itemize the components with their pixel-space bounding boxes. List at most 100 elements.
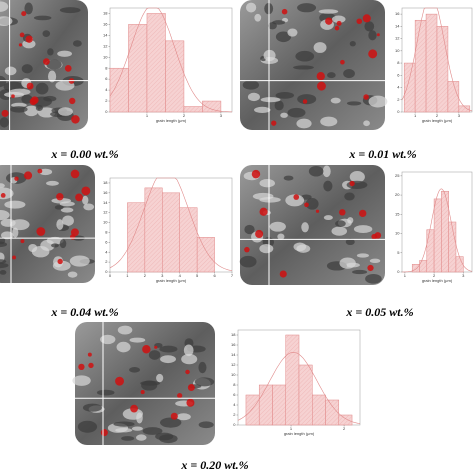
pore (18, 43, 23, 47)
pore (315, 209, 320, 213)
grain (100, 334, 116, 345)
grain (0, 259, 7, 264)
y-tick-label: 10 (395, 231, 400, 236)
pore (271, 120, 277, 126)
grain (369, 258, 381, 264)
pore (1, 109, 9, 117)
grain (155, 432, 174, 441)
bar-hatch (426, 229, 435, 272)
pore (19, 32, 25, 38)
grain (136, 412, 143, 424)
bar-hatch (179, 207, 198, 272)
grain (129, 367, 141, 373)
pore (334, 25, 340, 31)
pore (367, 264, 374, 272)
grain (323, 180, 333, 192)
grain (297, 94, 317, 105)
pore (255, 229, 264, 238)
y-tick-label: 8 (397, 60, 400, 65)
y-tick-label: 0 (233, 422, 236, 427)
grain (142, 427, 163, 435)
grain (198, 421, 214, 429)
grain (4, 66, 17, 76)
bar-hatch (127, 202, 145, 272)
x-tick-label: 6 (213, 273, 216, 278)
pore (30, 96, 39, 105)
pore (170, 412, 178, 420)
caption: x = 0.20 wt.% (180, 458, 248, 472)
bar-hatch (434, 198, 442, 272)
bar-hatch (437, 26, 448, 112)
x-tick-label: 7 (231, 273, 234, 278)
y-tick-label: 0 (397, 109, 400, 114)
x-tick-label: 4 (179, 273, 182, 278)
grain (365, 274, 382, 284)
bar-hatch (455, 256, 464, 272)
grain (349, 41, 356, 47)
y-tick-label: 16 (103, 190, 108, 195)
x-axis-label: grain length (μm) (156, 278, 187, 283)
grain (274, 100, 284, 111)
pore (325, 17, 333, 25)
grain (4, 200, 26, 209)
grain (141, 380, 158, 391)
grain (136, 434, 147, 441)
pore (371, 233, 378, 240)
grain (181, 353, 198, 365)
bar-hatch (312, 395, 326, 425)
grain (0, 183, 5, 189)
grain (345, 238, 355, 246)
y-tick-label: 15 (395, 211, 400, 216)
y-tick-label: 18 (103, 180, 108, 185)
y-tick-label: 14 (103, 32, 108, 37)
bar-hatch (197, 237, 215, 272)
y-tick-label: 2 (233, 412, 236, 417)
grain (62, 215, 74, 226)
pore (69, 97, 76, 105)
grain (364, 21, 375, 32)
pore (20, 239, 25, 244)
grain (239, 255, 257, 268)
bar-hatch (448, 222, 456, 272)
pore (316, 81, 326, 91)
grain (22, 39, 36, 49)
grain (283, 175, 294, 181)
grain (293, 242, 307, 252)
pore (115, 376, 124, 386)
y-tick-label: 2 (105, 98, 108, 103)
bar-hatch (285, 335, 299, 425)
y-tick-label: 0 (105, 269, 108, 274)
bar-hatch (272, 385, 286, 425)
grain (42, 30, 51, 37)
y-tick-label: 6 (397, 72, 400, 77)
pore (70, 169, 80, 179)
x-tick-label: 2 (343, 426, 346, 431)
grain (46, 180, 59, 186)
grain (368, 95, 388, 108)
bar-hatch (415, 20, 427, 113)
grain (57, 50, 72, 57)
y-tick-label: 12 (231, 362, 236, 367)
grain (35, 82, 49, 95)
pore (244, 246, 250, 253)
bar-hatch (426, 14, 437, 113)
pore (81, 186, 91, 196)
bar-hatch (447, 81, 459, 112)
y-tick-label: 8 (105, 65, 108, 70)
y-tick-label: 16 (103, 21, 108, 26)
bar-hatch (325, 400, 339, 425)
grain (297, 3, 317, 13)
x-axis-label: grain length (μm) (284, 431, 315, 436)
y-tick-label: 8 (233, 382, 236, 387)
pore (142, 345, 151, 354)
grain (254, 13, 262, 22)
caption: x = 0.01 wt.% (348, 147, 416, 161)
grain (296, 118, 312, 129)
fit-curve (237, 351, 361, 424)
micrograph (0, 165, 95, 283)
grain (318, 9, 339, 14)
y-tick-label: 12 (103, 43, 108, 48)
x-tick-label: 1 (146, 113, 149, 118)
fit-curve (401, 7, 473, 112)
